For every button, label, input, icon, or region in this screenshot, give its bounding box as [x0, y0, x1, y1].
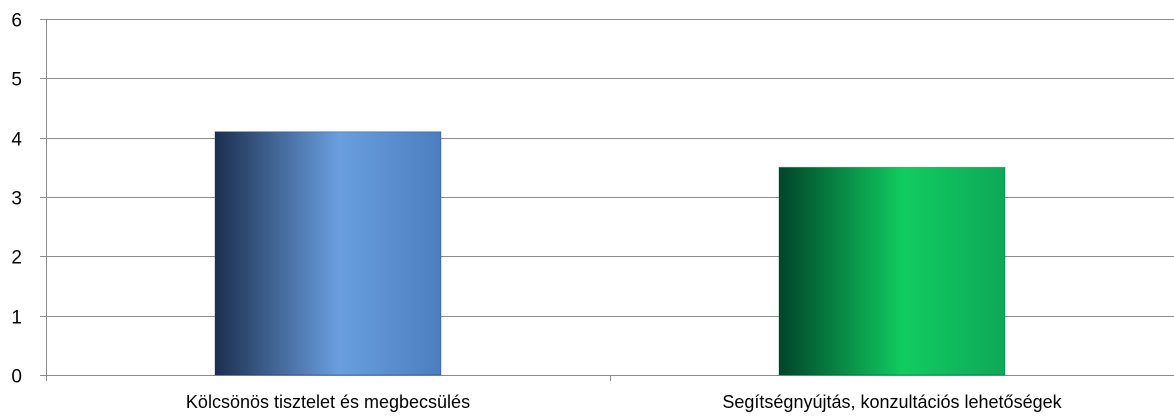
y-tick-label: 6: [11, 11, 22, 32]
x-category-labels: Kölcsönös tisztelet és megbecsülés Segíts…: [186, 392, 1063, 412]
y-tick-label: 2: [11, 248, 22, 269]
bars: [214, 131, 1006, 376]
x-category-label: Segítségnyújtás, konzultációs lehetősége…: [722, 392, 1062, 412]
y-tick-label: 5: [11, 70, 22, 91]
bar: [778, 166, 1006, 376]
y-tick-label: 1: [11, 308, 22, 329]
axes: [40, 19, 1174, 381]
y-tick-label: 4: [11, 130, 22, 151]
y-tick-label: 3: [11, 189, 22, 210]
bar: [214, 131, 442, 376]
x-category-label: Kölcsönös tisztelet és megbecsülés: [186, 392, 470, 412]
y-tick-label: 0: [11, 367, 22, 388]
y-tick-labels: 0 1 2 3 4 5 6: [11, 11, 22, 388]
